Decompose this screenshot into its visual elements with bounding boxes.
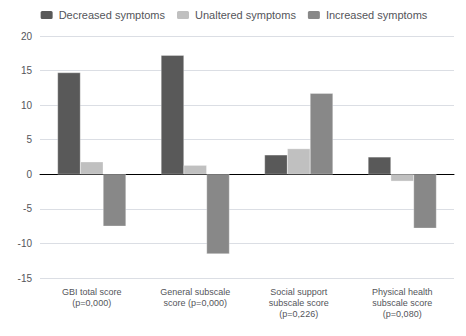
svg-text:GBI total score: GBI total score — [62, 287, 122, 297]
svg-text:(p=0,226): (p=0,226) — [279, 309, 318, 319]
svg-text:0: 0 — [26, 169, 32, 180]
svg-text:Increased symptoms: Increased symptoms — [326, 9, 428, 21]
svg-text:-15: -15 — [18, 273, 33, 284]
svg-text:(p=0,080): (p=0,080) — [383, 309, 422, 319]
svg-text:15: 15 — [21, 65, 33, 76]
svg-text:20: 20 — [21, 31, 33, 42]
svg-text:score (p=0,000): score (p=0,000) — [164, 298, 227, 308]
svg-text:-10: -10 — [18, 238, 33, 249]
svg-text:General subscale: General subscale — [160, 287, 230, 297]
svg-text:subscale score: subscale score — [269, 298, 329, 308]
svg-text:Decreased symptoms: Decreased symptoms — [59, 9, 166, 21]
svg-text:10: 10 — [21, 100, 33, 111]
svg-text:Unaltered symptoms: Unaltered symptoms — [195, 9, 296, 21]
svg-text:subscale score: subscale score — [372, 298, 432, 308]
svg-text:Physical health: Physical health — [372, 287, 433, 297]
svg-text:Social support: Social support — [270, 287, 328, 297]
svg-text:(p=0,000): (p=0,000) — [72, 298, 111, 308]
svg-text:-5: -5 — [23, 203, 32, 214]
svg-text:5: 5 — [26, 134, 32, 145]
